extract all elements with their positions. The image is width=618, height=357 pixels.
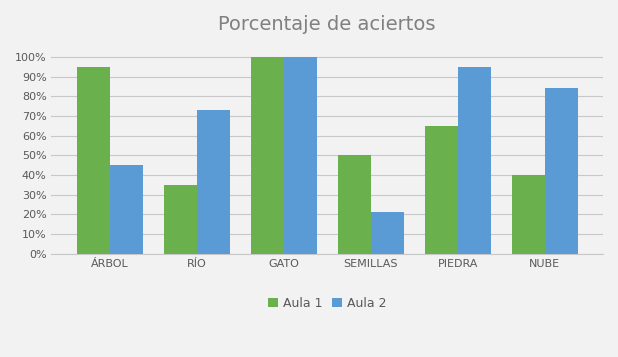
Legend: Aula 1, Aula 2: Aula 1, Aula 2 [263,292,392,315]
Bar [458,67,491,254]
Bar [545,88,578,254]
Bar [284,57,317,254]
Bar [337,155,371,254]
Bar [77,67,109,254]
Bar [164,185,197,254]
Title: Porcentaje de aciertos: Porcentaje de aciertos [219,15,436,34]
Bar [425,126,458,254]
Bar [197,110,230,254]
Bar [109,165,143,254]
Bar [512,175,545,254]
Bar [371,212,404,254]
Bar [251,57,284,254]
